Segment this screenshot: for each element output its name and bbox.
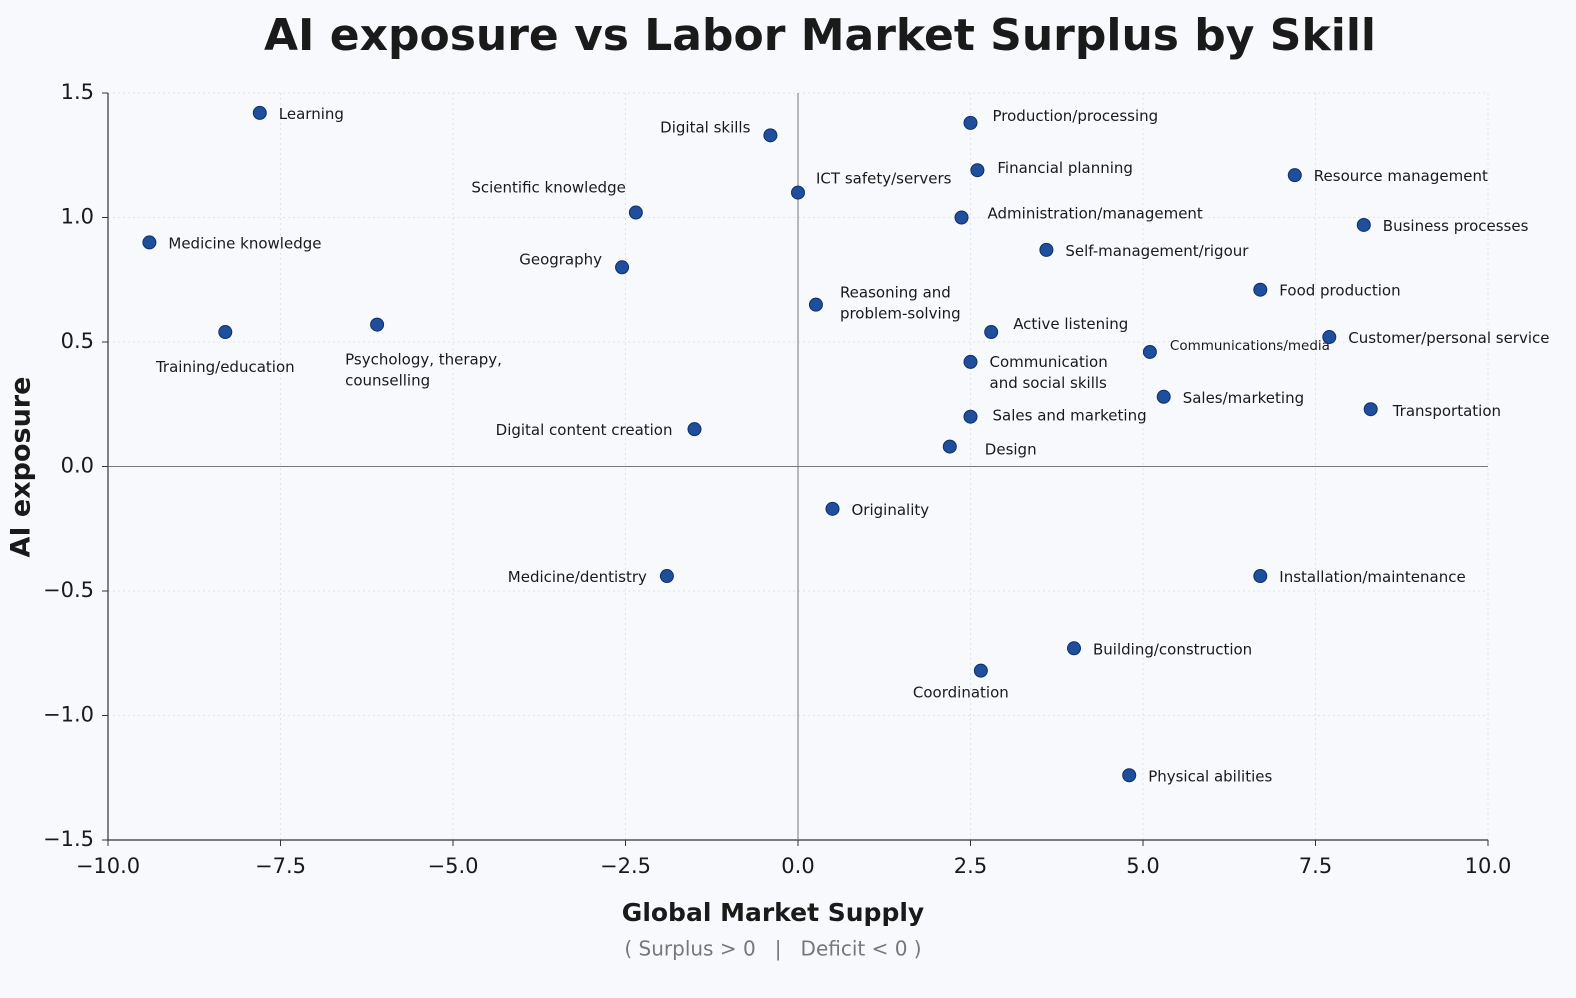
point-label: Resource management — [1314, 167, 1488, 185]
point-label: Building/construction — [1093, 640, 1252, 658]
point — [763, 128, 778, 143]
point-label: Reasoning and problem-solving — [840, 283, 961, 322]
y-tick-label: 1.0 — [61, 205, 94, 229]
point-label: Scientific knowledge — [471, 178, 626, 196]
point-label: Food production — [1279, 281, 1400, 299]
point — [615, 260, 630, 275]
chart-title: AI exposure vs Labor Market Surplus by S… — [264, 10, 1376, 61]
point — [973, 663, 988, 678]
point-label: Psychology, therapy, counselling — [345, 350, 502, 389]
y-tick-label: −1.0 — [43, 703, 94, 727]
point — [1253, 569, 1268, 584]
x-axis-note: ( Surplus > 0 | Deficit < 0 ) — [624, 937, 921, 961]
x-tick-label: −2.5 — [600, 854, 651, 878]
point — [808, 297, 823, 312]
point-label: Installation/maintenance — [1279, 568, 1465, 586]
point-label: Digital content creation — [496, 421, 673, 439]
point — [1156, 389, 1171, 404]
point — [963, 354, 978, 369]
x-tick-label: −5.0 — [428, 854, 479, 878]
point-label: Customer/personal service — [1348, 329, 1549, 347]
point — [963, 409, 978, 424]
point-label: Financial planning — [997, 159, 1133, 177]
x-tick-label: 5.0 — [1126, 854, 1159, 878]
point — [1363, 402, 1378, 417]
y-axis-label: AI exposure — [6, 377, 37, 558]
point — [970, 163, 985, 178]
point — [1039, 242, 1054, 257]
point — [218, 325, 233, 340]
point — [984, 325, 999, 340]
point-label: Communication and social skills — [990, 352, 1108, 391]
point — [791, 185, 805, 200]
x-tick-label: 10.0 — [1465, 854, 1512, 878]
point-label: Sales/marketing — [1183, 388, 1304, 406]
point-label: ICT safety/servers — [816, 169, 952, 187]
point-label: Business processes — [1383, 216, 1529, 234]
point — [252, 105, 267, 120]
point — [1287, 168, 1302, 183]
point-label: Medicine knowledge — [168, 234, 321, 252]
point — [1253, 282, 1268, 297]
point-label: Originality — [852, 500, 930, 518]
point — [942, 439, 957, 454]
point — [1067, 641, 1081, 656]
point-label: Communications/media — [1170, 338, 1330, 354]
y-tick-label: 1.5 — [61, 80, 94, 104]
point-label: Administration/management — [988, 204, 1203, 222]
point-label: Coordination — [913, 683, 1009, 701]
x-tick-label: −10.0 — [76, 854, 140, 878]
point-label: Training/education — [155, 358, 295, 376]
point-label: Self-management/rigour — [1065, 241, 1249, 259]
point — [1356, 217, 1371, 232]
point — [687, 422, 702, 437]
x-tick-label: −7.5 — [255, 854, 306, 878]
point — [825, 501, 840, 516]
x-axis-label: Global Market Supply — [622, 898, 924, 927]
x-tick-label: 0.0 — [781, 854, 814, 878]
x-tick-label: 7.5 — [1299, 854, 1332, 878]
point-label: Medicine/dentistry — [508, 568, 647, 586]
point — [1122, 768, 1137, 783]
x-tick-label: 2.5 — [954, 854, 987, 878]
point-label: Learning — [279, 104, 344, 122]
y-tick-label: 0.0 — [61, 454, 94, 478]
point — [370, 317, 385, 332]
y-tick-label: −1.5 — [43, 827, 94, 851]
point-label: Design — [985, 440, 1037, 458]
point-label: Active listening — [1013, 315, 1128, 333]
point-label: Digital skills — [660, 118, 750, 136]
point-label: Geography — [519, 250, 602, 268]
point-label: Sales and marketing — [993, 406, 1147, 424]
point — [963, 115, 978, 130]
point-label: Transportation — [1392, 402, 1501, 420]
point — [1322, 330, 1337, 345]
point — [954, 210, 969, 225]
point — [659, 569, 674, 584]
y-tick-label: −0.5 — [43, 578, 94, 602]
point-label: Physical abilities — [1148, 767, 1272, 785]
point — [1142, 344, 1157, 359]
point — [628, 205, 643, 220]
point — [142, 235, 157, 250]
point-label: Production/processing — [993, 106, 1159, 124]
y-tick-label: 0.5 — [61, 329, 94, 353]
